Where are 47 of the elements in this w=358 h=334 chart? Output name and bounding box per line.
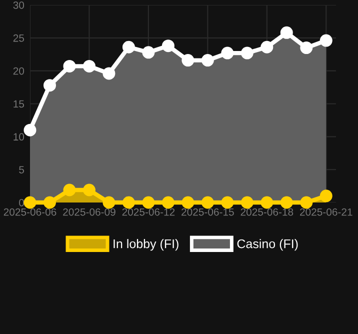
point [142,46,155,59]
point [102,67,116,80]
point [82,184,96,196]
point [162,196,174,209]
point [300,196,313,209]
point [221,46,234,60]
legend-label: In lobby (FI) [114,239,178,251]
y-tick-label: 10 [14,133,24,141]
point [240,196,254,209]
y-tick-label: 25 [13,34,24,42]
y-tick-label: 30 [13,2,24,9]
point [182,196,194,209]
point [240,46,254,60]
x-tick-label: 2025-06-18 [240,208,294,216]
x-tick-label: 2025-06-06 [4,208,56,216]
point [63,184,76,196]
point [122,40,135,54]
point [102,196,116,209]
point [82,60,96,72]
point [43,79,56,92]
point [162,40,174,52]
point [63,60,76,72]
x-tick-label: 2025-06-12 [122,208,175,216]
point [142,196,155,209]
point [122,196,135,209]
point [300,42,313,54]
y-tick-label: 20 [13,67,24,75]
x-tick-label: 2025-06-09 [63,208,116,216]
point [24,124,36,136]
y-tick-label: 5 [19,166,24,174]
point [260,196,274,209]
point [320,190,332,202]
legend-label: Casino (FI) [237,239,298,251]
point [280,26,293,39]
x-tick-label: 2025-06-21 [300,208,352,216]
y-tick-label: 0 [19,199,24,206]
y-tick-label: 15 [14,100,24,108]
point [260,40,274,54]
point [182,54,194,67]
x-tick-label: 2025-06-15 [182,208,234,216]
point [201,54,214,67]
point [280,196,293,209]
point [221,196,234,209]
point [43,196,56,209]
point [24,196,36,209]
point [320,34,332,47]
point [201,196,214,209]
